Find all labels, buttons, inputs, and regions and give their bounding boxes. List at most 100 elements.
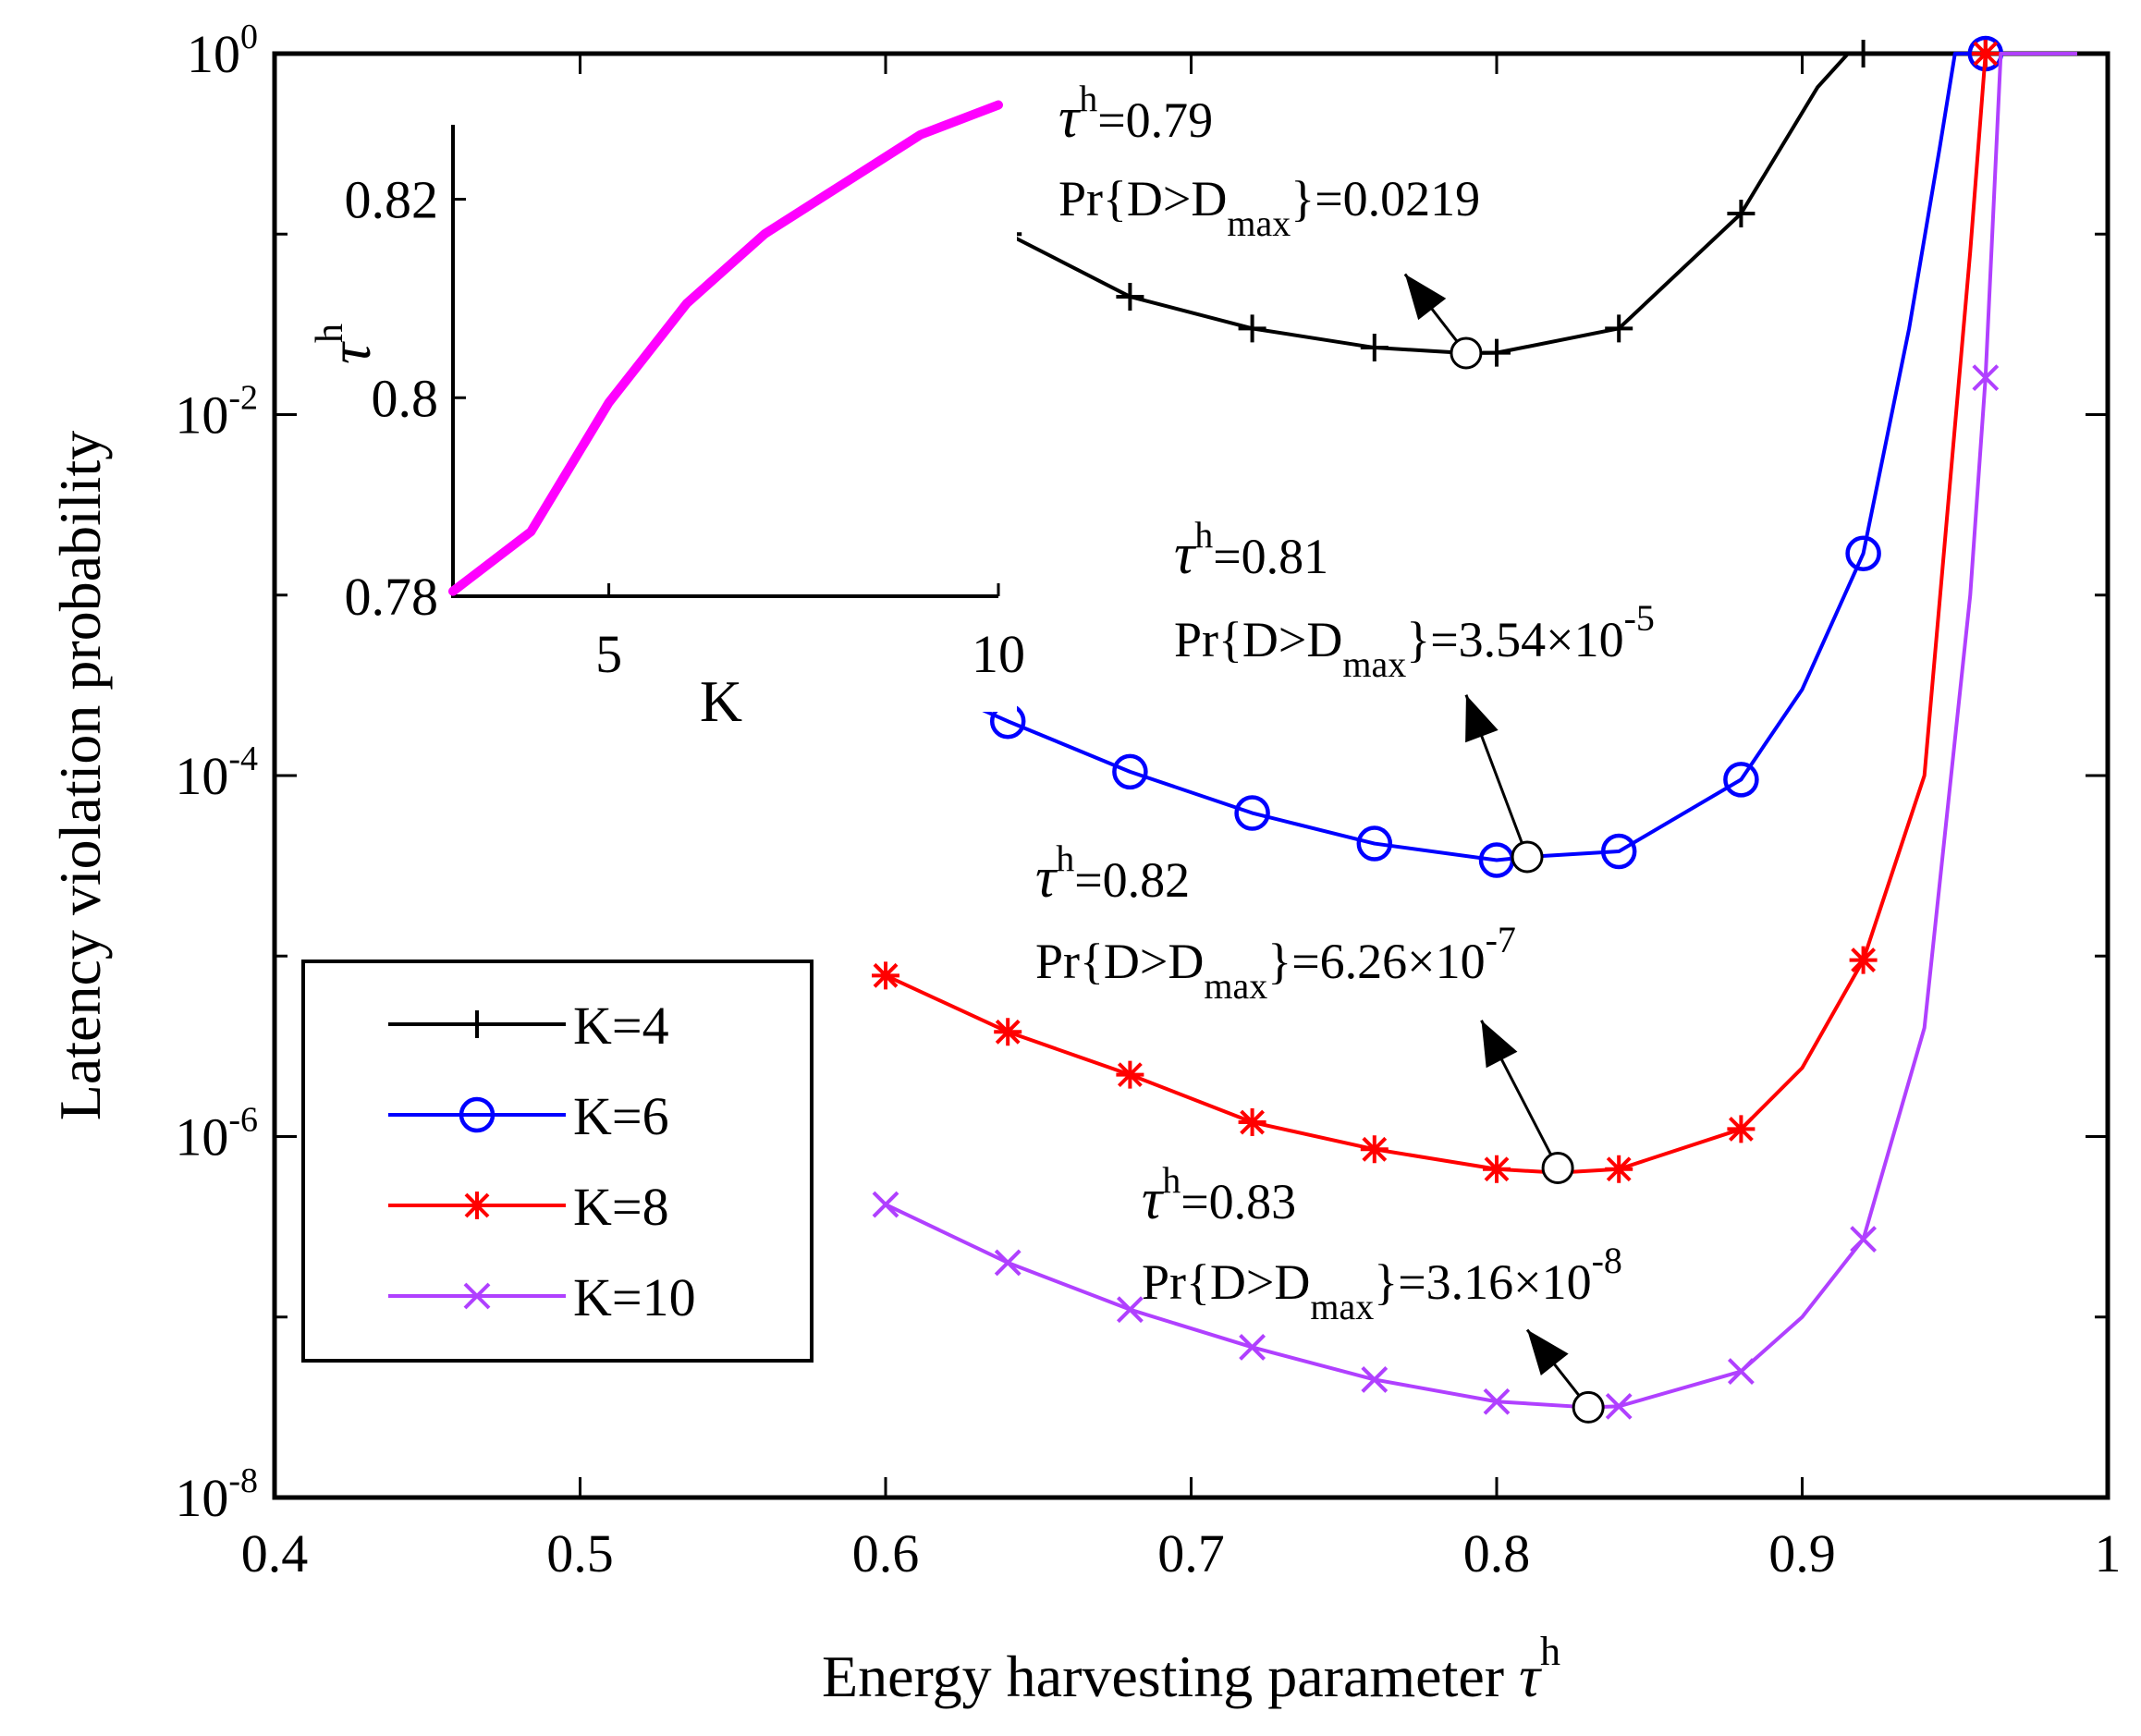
legend: K=4 K=6 K=8 K=10 bbox=[301, 960, 814, 1363]
marker-asterisk bbox=[1727, 1115, 1756, 1143]
annotation-tau: τh=0.81 bbox=[1174, 514, 1328, 586]
marker-asterisk bbox=[1360, 1135, 1389, 1164]
annotation-tau-symbol: τ bbox=[1058, 87, 1082, 150]
x-tick-label: 1 bbox=[2095, 1523, 2122, 1583]
annotation-prob-exponent: -5 bbox=[1624, 597, 1655, 639]
annotation-prob-close: } bbox=[1291, 171, 1315, 226]
annotation-tau: τh=0.82 bbox=[1035, 837, 1190, 910]
x-axis-label-text: Energy harvesting parameter bbox=[822, 1644, 1519, 1709]
marker-circle bbox=[1112, 753, 1148, 790]
marker-asterisk bbox=[872, 961, 899, 990]
annotation-arrow-head bbox=[1465, 694, 1499, 743]
annotation-prob-value: =0.0219 bbox=[1315, 171, 1480, 226]
marker-x bbox=[463, 1282, 491, 1310]
marker-circle bbox=[1723, 762, 1759, 798]
plot-frame bbox=[272, 51, 2110, 1500]
annotation-prob-prefix: Pr{D>D bbox=[1035, 934, 1204, 989]
marker-x bbox=[1972, 364, 2000, 392]
annotation-prob-sub: max bbox=[1310, 1286, 1374, 1327]
legend-label: K=6 bbox=[573, 1086, 669, 1146]
annotation-k-4: τh=0.79 Pr{D>Dmax}=0.0219 bbox=[1058, 78, 1483, 370]
annotation-tau-symbol: τ bbox=[1142, 1168, 1165, 1231]
y-tick-base: 10 bbox=[175, 1468, 228, 1528]
marker-x bbox=[1239, 1334, 1266, 1361]
marker-asterisk bbox=[1483, 1155, 1511, 1183]
annotation-tau-sup: h bbox=[1079, 78, 1097, 119]
annotation-optimum-point bbox=[1572, 1390, 1605, 1424]
marker-x bbox=[1116, 1296, 1144, 1324]
y-tick-base: 10 bbox=[175, 1107, 228, 1168]
marker-plus bbox=[1849, 40, 1878, 67]
x-tick-label: 0.6 bbox=[852, 1523, 920, 1583]
inset-y-axis-label-sup: h bbox=[309, 324, 351, 343]
x-tick-label: 0.5 bbox=[546, 1523, 614, 1583]
annotation-arrow-head bbox=[1481, 1020, 1518, 1069]
legend-label: K=10 bbox=[573, 1267, 696, 1327]
y-tick-base: 10 bbox=[175, 746, 228, 806]
y-tick-label: 10-4 bbox=[175, 740, 258, 806]
x-axis-label: Energy harvesting parameter τh bbox=[822, 1629, 1560, 1709]
inset-x-tick-label: 5 bbox=[595, 624, 622, 684]
x-tick-label: 0.9 bbox=[1768, 1523, 1836, 1583]
annotation-tau-sup: h bbox=[1194, 514, 1213, 556]
annotation-tau-sup: h bbox=[1056, 837, 1074, 879]
annotation-tau-value: =0.79 bbox=[1097, 92, 1213, 148]
inset-y-axis-label-symbol: τ bbox=[317, 341, 383, 364]
marker-circle bbox=[1845, 535, 1881, 572]
inset-x-tick-label: 10 bbox=[972, 624, 1025, 684]
annotation-prob-exponent: -7 bbox=[1486, 919, 1516, 960]
series-k-8 bbox=[872, 40, 2077, 1183]
y-tick-label: 10-2 bbox=[175, 379, 258, 446]
marker-x bbox=[1605, 1392, 1633, 1420]
y-tick-exponent: -8 bbox=[228, 1461, 258, 1500]
marker-asterisk bbox=[1605, 1155, 1633, 1183]
annotation-prob-value: =6.26×10 bbox=[1291, 934, 1485, 989]
legend-entry: K=10 bbox=[388, 1267, 696, 1327]
inset-plot: 5 10 0.78 0.8 0.82 Kτh bbox=[309, 100, 1025, 734]
annotation-tau-value: =0.83 bbox=[1181, 1174, 1296, 1229]
annotation-tau-value: =0.81 bbox=[1213, 529, 1328, 584]
legend-entry: K=6 bbox=[388, 1086, 669, 1146]
marker-circle bbox=[1600, 833, 1637, 870]
annotation-arrow-head bbox=[1527, 1329, 1569, 1375]
annotation-tau: τh=0.79 bbox=[1058, 78, 1213, 150]
x-axis-label-sup: h bbox=[1540, 1629, 1560, 1674]
marker-x bbox=[872, 1191, 899, 1218]
annotation-optimum-point bbox=[1541, 1151, 1574, 1184]
x-tick-label: 0.4 bbox=[241, 1523, 309, 1583]
marker-asterisk bbox=[1116, 1060, 1144, 1089]
inset-x-axis-label: K bbox=[700, 668, 742, 734]
annotation-prob-close: } bbox=[1267, 934, 1291, 989]
legend-label: K=4 bbox=[573, 996, 669, 1056]
marker-plus bbox=[1360, 334, 1389, 362]
marker-x bbox=[1850, 1226, 1878, 1253]
annotation-prob-exponent: -8 bbox=[1592, 1240, 1622, 1281]
marker-x bbox=[1361, 1366, 1389, 1393]
y-tick-base: 10 bbox=[175, 385, 228, 446]
y-tick-exponent: -2 bbox=[228, 379, 258, 418]
marker-plus bbox=[463, 1010, 491, 1038]
annotation-arrow-head bbox=[1404, 274, 1447, 321]
x-tick-label: 0.7 bbox=[1157, 1523, 1225, 1583]
annotation-k-6: τh=0.81 Pr{D>Dmax}=3.54×10-5 bbox=[1174, 514, 1655, 874]
inset-series-line bbox=[448, 100, 1003, 596]
marker-plus bbox=[1727, 200, 1756, 228]
marker-plus bbox=[1238, 314, 1266, 343]
y-axis-label: Latency violation probability bbox=[47, 431, 113, 1120]
marker-plus bbox=[1116, 282, 1144, 311]
annotation-tau: τh=0.83 bbox=[1142, 1159, 1296, 1231]
marker-circle bbox=[459, 1096, 495, 1133]
x-tick-label: 0.8 bbox=[1463, 1523, 1531, 1583]
series-line bbox=[885, 52, 2077, 1410]
marker-x bbox=[1727, 1358, 1755, 1385]
series-k-10 bbox=[872, 52, 2077, 1420]
annotation-prob: Pr{D>Dmax}=3.54×10-5 bbox=[1174, 597, 1655, 685]
annotation-prob: Pr{D>Dmax}=3.16×10-8 bbox=[1142, 1240, 1622, 1327]
annotation-tau-symbol: τ bbox=[1035, 847, 1058, 910]
annotation-prob-prefix: Pr{D>D bbox=[1142, 1254, 1310, 1310]
inset-y-tick-label: 0.78 bbox=[345, 567, 439, 627]
y-tick-exponent: -6 bbox=[228, 1101, 258, 1140]
legend-entry: K=4 bbox=[388, 996, 669, 1056]
